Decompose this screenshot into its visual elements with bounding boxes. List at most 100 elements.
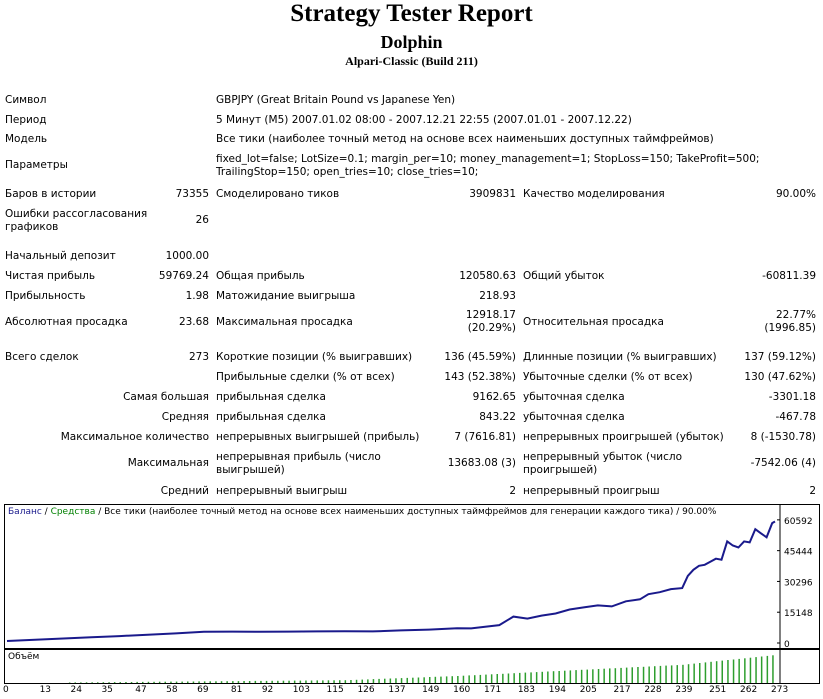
largest-loss-label: убыточная сделка [523,391,625,403]
volume-bar [372,679,375,683]
volume-bar [198,681,200,683]
volume-bar [310,680,313,683]
largest-profit-label: прибыльная сделка [216,391,326,403]
volume-bar [580,669,583,683]
volume-bar [676,665,678,683]
rel-dd-percent: 22.77% [775,309,816,321]
x-tick-label: 103 [292,685,310,695]
volume-bar [220,681,223,683]
volume-bar [541,671,543,683]
x-tick-label: 115 [326,685,344,695]
volume-bar [119,682,121,683]
volume-bar [609,668,611,683]
volume-bar [97,682,99,683]
maxcount-wins-label: непрерывных выигрышей (прибыль) [216,431,420,443]
volume-bar [749,657,752,683]
volume-bar [209,681,211,683]
avgcons-losses-value: 2 [809,485,816,497]
volume-bar [406,677,408,683]
volume-bar [440,676,442,683]
volume-bar [327,680,330,683]
x-tick-label: 160 [453,685,471,695]
volume-bar [490,674,493,683]
volume-bar [277,680,279,683]
volume-bar [744,658,746,683]
largest-profit-value: 9162.65 [472,391,516,403]
y-tick-label: 45444 [784,548,813,558]
long-value: 137 (59.12%) [744,351,816,363]
volume-bar [400,678,403,683]
volume-bar [552,671,555,683]
volume-bar [569,670,572,683]
volume-bar [384,678,386,683]
errors-value: 26 [195,214,209,226]
maximal-loss-label: непрерывный убыток (число проигрышей) [523,451,683,476]
maximal-label: Максимальная [127,457,209,469]
volume-bar [293,680,296,683]
average-label: Средняя [161,411,209,423]
volume-bar [727,660,729,683]
volume-bar [654,666,656,683]
rel-dd-value: (1996.85) [764,322,816,334]
volume-bar [175,681,178,683]
volume-bar [187,681,189,683]
gross-profit-value: 120580.63 [459,270,516,282]
volume-bar [434,676,437,683]
volume-bar [417,677,420,683]
volume-bar [271,680,273,683]
volume-svg [68,650,781,683]
volume-bar [710,661,712,683]
chart-legend: Баланс / Средства / Все тики (наиболее т… [8,507,716,517]
short-label: Короткие позиции (% выигравших) [216,351,413,363]
largest-loss-value: -3301.18 [768,391,816,403]
volume-bar [648,666,650,683]
volume-bar [479,674,482,683]
volume-bar [350,680,352,683]
volume-bar [243,681,245,683]
volume-bar [108,682,110,683]
avgcons-label: Средний [160,485,209,497]
volume-bar [322,680,324,683]
period-label: Период [5,114,47,126]
rel-dd-label: Относительная просадка [523,316,664,328]
legend-balance: Баланс [8,507,42,517]
volume-bar [670,665,673,683]
volume-bar [547,671,549,683]
volume-bar [519,672,521,683]
errors-label: Ошибки рассогласования графиков [5,208,148,233]
volume-bar [265,680,268,683]
y-tick-label: 60592 [784,517,813,527]
volume-bar [136,681,138,683]
volume-bar [395,678,397,683]
volume-bar [721,660,723,683]
maximal-loss-value: -7542.06 (4) [750,457,816,469]
abs-dd-value: 23.68 [178,316,209,328]
volume-bar [592,669,594,683]
params-value: fixed_lot=false; LotSize=0.1; margin_per… [216,153,760,178]
volume-bar [468,675,470,683]
net-label: Чистая прибыль [5,270,96,282]
volume-bar [704,662,707,683]
volume-bar [170,681,172,683]
y-tick-label: 30296 [784,578,813,588]
volume-bar [142,681,144,683]
volume-bar [625,667,628,683]
expected-value: 218.93 [479,290,516,302]
x-tick-label: 149 [422,685,440,695]
avgcons-wins-value: 2 [509,485,516,497]
symbol-label: Символ [5,94,47,106]
maxcount-label: Максимальное количество [60,431,209,443]
volume-bar [507,673,510,683]
gross-profit-label: Общая прибыль [216,270,305,282]
volume-bar [597,669,600,683]
loss-trades-value: 130 (47.62%) [744,371,816,383]
volume-bar [687,664,690,683]
legend-equity: Средства [50,507,96,517]
volume-bar [659,665,662,683]
volume-bar [665,665,667,683]
x-tick-label: 194 [548,685,566,695]
x-tick-label: 251 [709,685,727,695]
profit-trades-value: 143 (52.38%) [444,371,516,383]
trades-value: 273 [188,351,209,363]
average-profit-value: 843.22 [479,411,516,423]
